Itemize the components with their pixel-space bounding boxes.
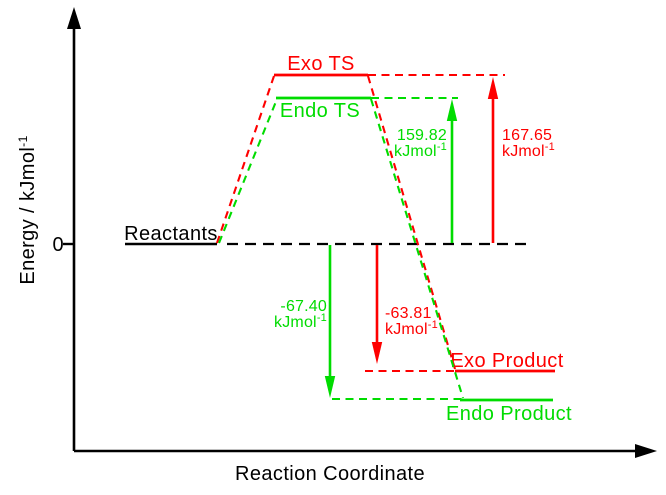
exo-activation-arrow [487,77,499,243]
exo-reaction-unit: kJmol-1 [385,319,438,338]
exo-ts-label: Exo TS [287,53,355,75]
endo-activation-arrow-head [446,99,458,121]
exo-product-label: Exo Product [450,350,563,372]
endo-activation-unit: kJmol-1 [394,141,447,160]
y-axis-label-superscript: -1 [16,135,30,146]
exo-reaction-unit-superscript: -1 [428,319,438,331]
exo-reaction-arrow [371,245,383,364]
endo-product-label: Endo Product [446,403,572,425]
exo-activation-arrow-head [487,77,499,99]
y-axis-label-main: Energy / kJmol [17,147,39,285]
exo-reaction-unit-main: kJmol [385,321,428,338]
exo-reaction-arrow-head [371,342,383,364]
endo-ts-label: Endo TS [280,100,360,122]
y-axis [63,7,81,451]
reactants-label: Reactants [124,223,218,245]
exo-pathway: Exo TS Exo Product [216,53,563,373]
endo-reaction-arrow-head [324,376,336,398]
exo-reaction-value: -63.81 [385,305,432,322]
exo-activation-unit: kJmol-1 [502,141,555,160]
x-axis-label: Reaction Coordinate [235,463,425,485]
y-axis-label: Energy / kJmol-1 [16,135,39,284]
endo-activation-value: 159.82 [397,127,447,144]
exo-activation-unit-superscript: -1 [545,141,555,153]
exo-rise-dashed-line [216,75,275,244]
y-axis-arrow-head [67,7,81,29]
x-axis-arrow-head [635,444,657,458]
endo-activation-unit-main: kJmol [394,143,437,160]
endo-fall-dashed-line [369,98,465,399]
endo-reaction-unit-superscript: -1 [317,312,327,324]
endo-reaction-arrow [324,245,336,398]
endo-rise-dashed-line [218,98,278,244]
zero-label: 0 [52,234,64,256]
exo-activation-unit-main: kJmol [502,143,545,160]
endo-activation-arrow [446,99,458,243]
endo-reaction-value: -67.40 [280,298,327,315]
endo-activation-unit-superscript: -1 [437,141,447,153]
exo-activation-value: 167.65 [502,127,552,144]
x-axis [74,444,657,458]
endo-reaction-unit-main: kJmol [274,314,317,331]
endo-pathway: Endo TS Endo Product [218,96,572,425]
endo-reaction-unit: kJmol-1 [274,312,327,331]
